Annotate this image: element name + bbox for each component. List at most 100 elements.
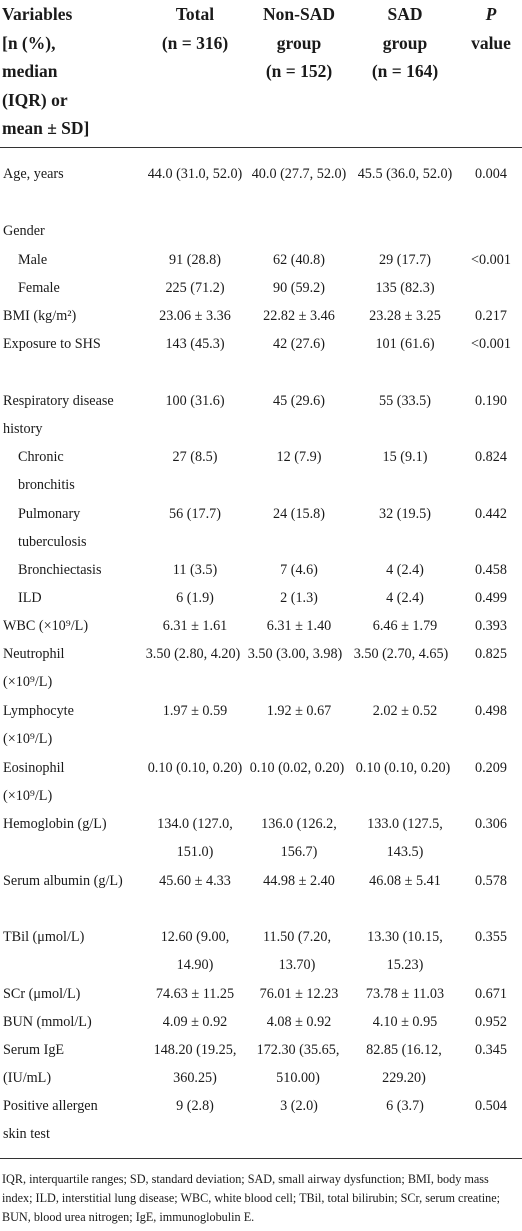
cell-total: 91 (28.8): [168, 252, 221, 268]
cell-p: 0.190: [475, 393, 507, 409]
header-sad: SAD group (n = 164): [353, 0, 457, 86]
cell-sad: 29 (17.7): [378, 252, 431, 268]
cell-total: 3.50 (2.80, 4.20): [145, 646, 241, 662]
cell-nonsad: 3 (2.0): [280, 1098, 318, 1114]
header-total-line: (n = 316): [161, 32, 229, 53]
row-label: SCr (μmol/L): [3, 986, 81, 1002]
row-label: Respiratory disease history: [3, 393, 114, 437]
cell-p: 0.824: [475, 449, 507, 465]
row-label: Pulmonary tuberculosis: [18, 506, 87, 550]
cell-p: 0.825: [475, 646, 507, 662]
header-variables-line: mean ± SD]: [2, 118, 90, 138]
cell-sad: 46.08 ± 5.41: [369, 873, 441, 889]
cell-nonsad: 136.0 (126.2, 156.7): [261, 816, 337, 860]
header-variables-line: Variables: [2, 4, 73, 24]
cell-sad: 6 (3.7): [386, 1098, 424, 1114]
cell-nonsad: 45 (29.6): [272, 393, 325, 409]
cell-p: 0.671: [475, 986, 507, 1002]
cell-total: 11 (3.5): [172, 562, 218, 578]
header-variables: Variables [n (%), median (IQR) or mean ±…: [2, 0, 132, 143]
cell-nonsad: 12 (7.9): [276, 449, 322, 465]
row-label: Exposure to SHS: [3, 336, 101, 352]
header-variables-line: (IQR) or: [2, 89, 68, 110]
cell-sad: 55 (33.5): [378, 393, 431, 409]
cell-nonsad: 4.08 ± 0.92: [266, 1014, 332, 1030]
cell-sad: 45.5 (36.0, 52.0): [357, 166, 453, 182]
row-label: Male: [18, 252, 48, 268]
cell-total: 148.20 (19.25, 360.25): [153, 1042, 237, 1086]
row-label: Female: [18, 280, 60, 296]
cell-p: 0.578: [475, 873, 507, 889]
row-label: Lymphocyte (×10⁹/L): [3, 703, 74, 747]
cell-total: 45.60 ± 4.33: [159, 873, 231, 889]
cell-total: 23.06 ± 3.36: [159, 308, 231, 324]
cell-sad: 82.85 (16.12, 229.20): [366, 1042, 442, 1086]
cell-p: 0.355: [475, 929, 507, 945]
row-label: Hemoglobin (g/L): [3, 816, 107, 832]
cell-p: 0.499: [475, 590, 507, 606]
header-variables-line: median: [2, 61, 58, 81]
cell-nonsad: 2 (1.3): [280, 590, 318, 606]
cell-nonsad: 0.10 (0.02, 0.20): [249, 760, 345, 776]
header-p: P value: [460, 0, 522, 57]
cell-p: 0.458: [475, 562, 507, 578]
cell-total: 12.60 (9.00, 14.90): [160, 929, 230, 973]
cell-total: 4.09 ± 0.92: [162, 1014, 228, 1030]
row-label: Neutrophil (×10⁹/L): [3, 646, 65, 690]
row-label: Gender: [3, 223, 45, 239]
cell-nonsad: 62 (40.8): [272, 252, 325, 268]
cell-p: 0.209: [475, 760, 507, 776]
header-total-line: Total: [175, 4, 215, 24]
cell-nonsad: 76.01 ± 12.23: [259, 986, 339, 1002]
cell-total: 1.97 ± 0.59: [162, 703, 228, 719]
cell-p: 0.498: [475, 703, 507, 719]
cell-p: 0.004: [475, 166, 507, 182]
cell-sad: 32 (19.5): [378, 506, 431, 522]
cell-total: 100 (31.6): [165, 393, 225, 409]
row-label: BUN (mmol/L): [3, 1014, 92, 1030]
cell-sad: 4 (2.4): [386, 590, 424, 606]
cell-nonsad: 40.0 (27.7, 52.0): [251, 166, 347, 182]
cell-p: 0.504: [475, 1098, 507, 1114]
cell-nonsad: 7 (4.6): [280, 562, 318, 578]
cell-sad: 13.30 (10.15, 15.23): [367, 929, 443, 973]
header-nonsad-line: (n = 152): [265, 61, 333, 81]
cell-nonsad: 42 (27.6): [272, 336, 325, 352]
cell-total: 6.31 ± 1.61: [162, 618, 228, 634]
cell-nonsad: 1.92 ± 0.67: [266, 703, 332, 719]
cell-sad: 15 (9.1): [382, 449, 428, 465]
cell-total: 44.0 (31.0, 52.0): [147, 166, 243, 182]
row-label: Age, years: [3, 166, 64, 182]
cell-nonsad: 172.30 (35.65, 510.00): [256, 1042, 340, 1086]
cell-p: 0.952: [475, 1014, 507, 1030]
header-rule: [0, 147, 522, 148]
cell-sad: 3.50 (2.70, 4.65): [353, 646, 449, 662]
cell-nonsad: 3.50 (3.00, 3.98): [247, 646, 343, 662]
header-total: Total (n = 316): [145, 0, 245, 57]
cell-p: 0.306: [475, 816, 507, 832]
cell-sad: 4.10 ± 0.95: [372, 1014, 438, 1030]
cell-total: 225 (71.2): [165, 280, 225, 296]
cell-nonsad: 6.31 ± 1.40: [266, 618, 332, 634]
cell-sad: 6.46 ± 1.79: [372, 618, 438, 634]
cell-total: 9 (2.8): [176, 1098, 214, 1114]
cell-p: <0.001: [471, 252, 511, 268]
cell-p: 0.217: [475, 308, 507, 324]
header-p-line: value: [471, 32, 511, 53]
row-label: ILD: [18, 590, 42, 606]
row-label: Serum albumin (g/L): [3, 873, 123, 889]
cell-total: 134.0 (127.0, 151.0): [157, 816, 233, 860]
cell-nonsad: 90 (59.2): [272, 280, 325, 296]
cell-total: 6 (1.9): [176, 590, 214, 606]
cell-sad: 73.78 ± 11.03: [365, 986, 445, 1002]
header-nonsad: Non-SAD group (n = 152): [247, 0, 351, 86]
bottom-rule: [0, 1158, 522, 1159]
cell-total: 0.10 (0.10, 0.20): [147, 760, 243, 776]
row-label: BMI (kg/m²): [3, 308, 77, 324]
row-label: TBil (μmol/L): [3, 929, 85, 945]
cell-nonsad: 24 (15.8): [272, 506, 325, 522]
cell-nonsad: 11.50 (7.20, 13.70): [262, 929, 332, 973]
cell-nonsad: 44.98 ± 2.40: [263, 873, 335, 889]
footnote: IQR, interquartile ranges; SD, standard …: [2, 1172, 500, 1224]
